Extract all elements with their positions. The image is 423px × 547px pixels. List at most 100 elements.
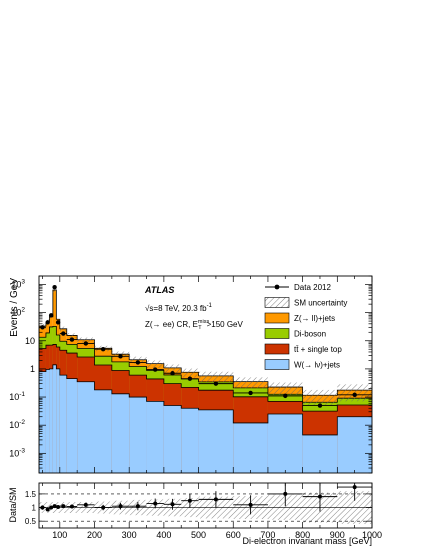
- ratio-point: [66, 504, 78, 509]
- legend-item-unc: SM uncertainty: [264, 297, 347, 308]
- data-marker: [118, 354, 123, 359]
- energy-lumi-label: √s=8 TeV, 20.3 fb-1: [145, 303, 213, 313]
- data-point: [45, 320, 50, 325]
- x-tick-label: 400: [156, 530, 171, 540]
- stack-wlv-bin: [302, 434, 338, 473]
- x-tick-label: 200: [87, 530, 102, 540]
- legend-swatch-vv: [264, 328, 290, 339]
- main-plot-frame: [38, 275, 373, 474]
- stack-wlv-bin: [198, 409, 234, 473]
- ratio-marker: [45, 507, 50, 512]
- uncertainty-bin: [163, 364, 182, 373]
- uncertainty-bin: [59, 326, 67, 332]
- ratio-point: [146, 498, 164, 509]
- ratio-marker: [61, 504, 66, 509]
- legend-label-wlv: W(→ lν)+jets: [294, 361, 340, 370]
- ratio-y-tick-label: 1.5: [25, 490, 37, 499]
- ratio-marker: [352, 485, 357, 490]
- ratio-point: [94, 504, 112, 511]
- ratio-y-tick-label: 0.5: [25, 517, 37, 526]
- annotation-block: ATLAS √s=8 TeV, 20.3 fb-1 Z(→ ee) CR, Em…: [144, 285, 244, 331]
- data-marker: [213, 381, 219, 386]
- data-marker: [100, 347, 106, 352]
- ratio-marker: [283, 491, 288, 496]
- uncertainty-bin: [66, 333, 78, 339]
- y-axis-label: Events / GeV: [9, 278, 20, 337]
- data-point: [233, 390, 268, 396]
- data-point: [337, 392, 372, 398]
- ratio-point: [302, 483, 338, 512]
- legend-unc-swatch: [264, 297, 290, 308]
- ratio-point: [45, 507, 50, 512]
- data-point: [146, 367, 164, 372]
- stack-wlv-bin: [45, 369, 50, 473]
- stack-wlv-bin: [163, 405, 182, 473]
- uncertainty-bin: [56, 317, 60, 322]
- stack-wlv-bin: [49, 368, 53, 473]
- ratio-marker: [49, 505, 54, 510]
- legend-swatch-top: [264, 343, 290, 355]
- stack-wlv-bin: [66, 378, 78, 473]
- uncertainty-bin: [233, 377, 268, 389]
- ratio-point: [267, 483, 303, 507]
- legend-item-data: Data 2012: [265, 283, 331, 292]
- x-tick-label: 900: [330, 530, 345, 540]
- x-tick-label: 100: [52, 530, 67, 540]
- data-marker: [69, 337, 75, 342]
- data-point: [198, 381, 234, 386]
- ratio-points: [39, 483, 372, 515]
- legend-swatch-wlv: [264, 359, 290, 370]
- ratio-marker: [101, 505, 106, 510]
- legend-label-data: Data 2012: [294, 283, 331, 292]
- x-tick-label: 600: [226, 530, 241, 540]
- legend-data-marker: [274, 284, 280, 290]
- ratio-marker: [170, 502, 175, 507]
- ratio-point: [198, 491, 234, 508]
- data-point: [48, 313, 54, 318]
- ratio-plot-frame: [38, 482, 373, 529]
- stack-wlv-bin: [146, 401, 164, 473]
- data-marker: [187, 376, 193, 381]
- x-tick-label: 300: [122, 530, 137, 540]
- x-axis-ticks: [42, 276, 373, 473]
- ratio-marker: [69, 504, 74, 509]
- legend-item-wlv: W(→ lν)+jets: [264, 359, 340, 370]
- ratio-y-axis: 0.5 1 1.5: [25, 490, 372, 526]
- ratio-marker: [153, 501, 158, 506]
- data-marker: [135, 360, 141, 365]
- stack-wlv-bin: [59, 375, 67, 473]
- ratio-point: [52, 504, 57, 509]
- y-tick-label: 103: [11, 278, 25, 289]
- data-marker: [45, 320, 50, 325]
- stack-wlv-bin: [111, 393, 130, 473]
- ratio-point: [233, 495, 268, 515]
- ratio-point: [111, 502, 130, 510]
- data-point: [111, 354, 130, 359]
- data-marker: [55, 320, 61, 325]
- stack-wlv-bin: [77, 381, 95, 473]
- uncertainty-bin: [302, 389, 338, 406]
- uncertainty-bin: [77, 337, 95, 343]
- lumi-superscript: -1: [207, 303, 213, 309]
- x-tick-label: 1000: [362, 530, 382, 540]
- legend-label-zll: Z(→ ll)+jets: [294, 314, 335, 323]
- data-point: [52, 284, 57, 290]
- x-axis-label: Di-electron invariant mass [GeV]: [242, 536, 372, 546]
- ratio-marker: [317, 494, 322, 499]
- data-marker: [248, 390, 253, 396]
- ratio-point: [337, 483, 372, 501]
- data-point: [66, 337, 78, 342]
- stack-wlv-bin: [94, 389, 112, 473]
- stack-top-outline: [39, 344, 372, 473]
- data-point: [163, 371, 182, 376]
- stack-wlv-bin: [337, 416, 372, 473]
- experiment-label: ATLAS: [144, 285, 174, 295]
- stacked-histogram: [39, 289, 372, 473]
- stack-wlv-bin: [129, 397, 147, 473]
- main-frame-rect: [38, 275, 373, 474]
- ratio-x-axis: 100 200 300 400 500 600 700 800 900 1000: [42, 483, 382, 540]
- data-point: [55, 320, 61, 325]
- region-label: Z(→ ee) CR, Emiss T >150 GeV: [145, 319, 244, 331]
- data-marker: [283, 393, 288, 399]
